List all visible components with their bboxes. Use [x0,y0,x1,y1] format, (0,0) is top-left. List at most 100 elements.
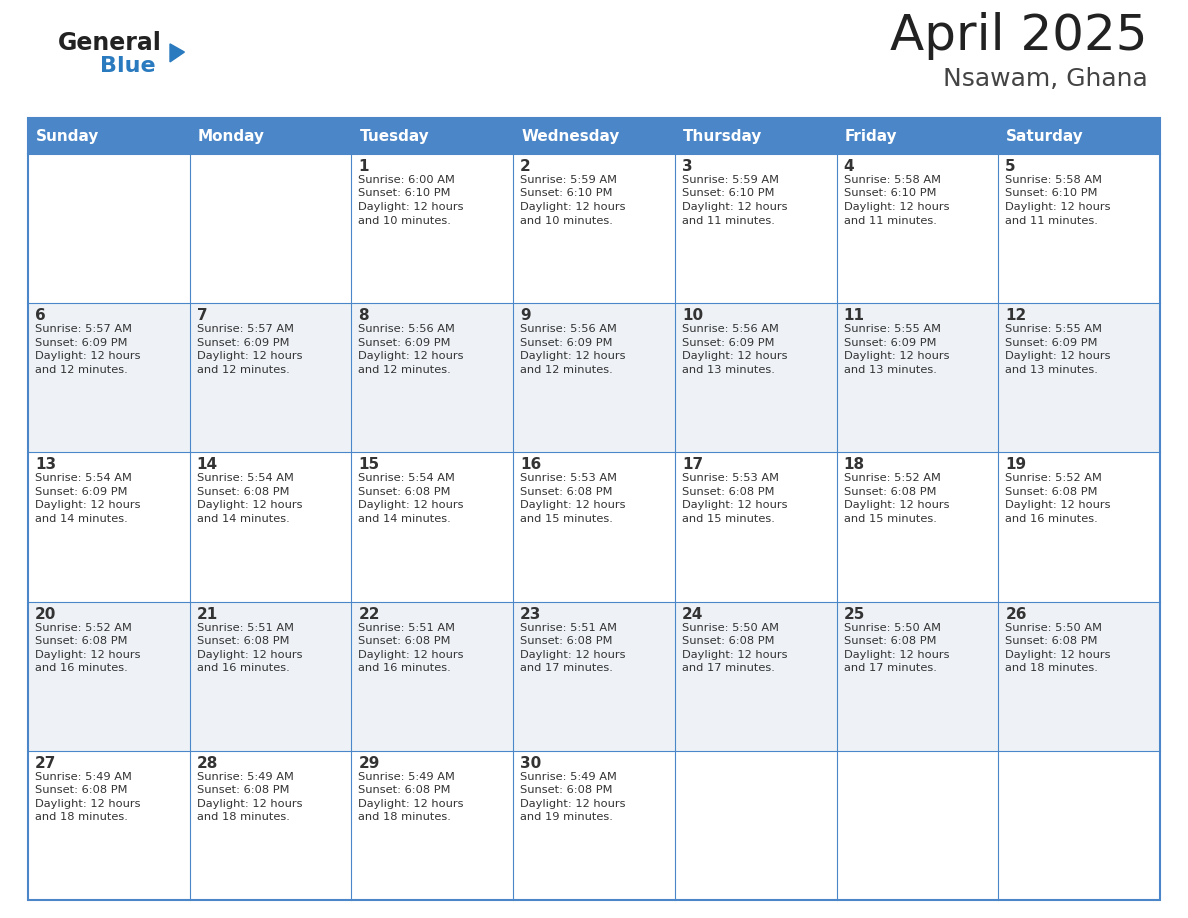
Text: Sunrise: 5:54 AM: Sunrise: 5:54 AM [197,474,293,484]
Text: Thursday: Thursday [683,129,763,143]
Text: Sunset: 6:08 PM: Sunset: 6:08 PM [1005,487,1098,497]
Text: Sunrise: 5:52 AM: Sunrise: 5:52 AM [843,474,941,484]
Text: 10: 10 [682,308,703,323]
Text: Daylight: 12 hours: Daylight: 12 hours [1005,202,1111,212]
Text: and 18 minutes.: and 18 minutes. [197,812,290,823]
Text: Daylight: 12 hours: Daylight: 12 hours [197,650,302,660]
Text: Sunrise: 5:49 AM: Sunrise: 5:49 AM [34,772,132,782]
Text: Sunrise: 5:59 AM: Sunrise: 5:59 AM [682,175,779,185]
Text: 4: 4 [843,159,854,174]
Text: General: General [58,31,162,55]
Text: 18: 18 [843,457,865,473]
Text: and 11 minutes.: and 11 minutes. [1005,216,1098,226]
Text: Sunrise: 5:59 AM: Sunrise: 5:59 AM [520,175,617,185]
Text: Sunrise: 5:55 AM: Sunrise: 5:55 AM [843,324,941,334]
Text: Sunset: 6:08 PM: Sunset: 6:08 PM [520,636,613,646]
Text: 26: 26 [1005,607,1026,621]
Text: Sunset: 6:08 PM: Sunset: 6:08 PM [682,487,775,497]
Text: Sunrise: 5:57 AM: Sunrise: 5:57 AM [34,324,132,334]
Text: Sunrise: 5:58 AM: Sunrise: 5:58 AM [843,175,941,185]
Text: 29: 29 [359,756,380,771]
Text: and 12 minutes.: and 12 minutes. [34,364,128,375]
Text: Daylight: 12 hours: Daylight: 12 hours [359,202,465,212]
Text: Sunrise: 5:54 AM: Sunrise: 5:54 AM [359,474,455,484]
Text: Daylight: 12 hours: Daylight: 12 hours [359,500,465,510]
Text: and 16 minutes.: and 16 minutes. [359,663,451,673]
Text: Sunrise: 5:57 AM: Sunrise: 5:57 AM [197,324,293,334]
Text: and 16 minutes.: and 16 minutes. [197,663,290,673]
Text: Daylight: 12 hours: Daylight: 12 hours [359,352,465,361]
Text: and 18 minutes.: and 18 minutes. [34,812,128,823]
Text: Daylight: 12 hours: Daylight: 12 hours [682,352,788,361]
Text: 19: 19 [1005,457,1026,473]
Text: and 12 minutes.: and 12 minutes. [197,364,290,375]
Text: Sunrise: 5:52 AM: Sunrise: 5:52 AM [34,622,132,633]
Text: Daylight: 12 hours: Daylight: 12 hours [520,799,626,809]
Text: and 15 minutes.: and 15 minutes. [520,514,613,524]
Text: Sunset: 6:08 PM: Sunset: 6:08 PM [843,487,936,497]
Bar [29,601,1159,751]
Text: and 14 minutes.: and 14 minutes. [197,514,290,524]
Text: Wednesday: Wednesday [522,129,619,143]
Text: Daylight: 12 hours: Daylight: 12 hours [1005,500,1111,510]
Text: Daylight: 12 hours: Daylight: 12 hours [197,500,302,510]
Text: Sunday: Sunday [36,129,100,143]
Text: 16: 16 [520,457,542,473]
Text: Tuesday: Tuesday [360,129,429,143]
Text: Daylight: 12 hours: Daylight: 12 hours [1005,650,1111,660]
Text: and 19 minutes.: and 19 minutes. [520,812,613,823]
Bar [29,154,1159,303]
Text: 8: 8 [359,308,369,323]
Text: Sunrise: 6:00 AM: Sunrise: 6:00 AM [359,175,455,185]
Text: Nsawam, Ghana: Nsawam, Ghana [943,67,1148,91]
Text: Daylight: 12 hours: Daylight: 12 hours [197,352,302,361]
Text: and 11 minutes.: and 11 minutes. [843,216,936,226]
Text: Sunset: 6:08 PM: Sunset: 6:08 PM [34,636,127,646]
Text: Sunrise: 5:50 AM: Sunrise: 5:50 AM [843,622,941,633]
Text: and 18 minutes.: and 18 minutes. [1005,663,1098,673]
Text: 27: 27 [34,756,56,771]
Text: Sunset: 6:08 PM: Sunset: 6:08 PM [682,636,775,646]
Text: 11: 11 [843,308,865,323]
Text: Sunset: 6:08 PM: Sunset: 6:08 PM [520,785,613,795]
Text: and 13 minutes.: and 13 minutes. [843,364,936,375]
Text: Sunset: 6:09 PM: Sunset: 6:09 PM [34,338,127,348]
Text: Daylight: 12 hours: Daylight: 12 hours [843,500,949,510]
Text: 15: 15 [359,457,379,473]
Text: Daylight: 12 hours: Daylight: 12 hours [520,352,626,361]
Text: Sunrise: 5:54 AM: Sunrise: 5:54 AM [34,474,132,484]
Text: Sunrise: 5:50 AM: Sunrise: 5:50 AM [1005,622,1102,633]
Text: Sunrise: 5:49 AM: Sunrise: 5:49 AM [520,772,617,782]
Text: Daylight: 12 hours: Daylight: 12 hours [843,650,949,660]
Text: Daylight: 12 hours: Daylight: 12 hours [520,202,626,212]
Text: and 10 minutes.: and 10 minutes. [359,216,451,226]
Text: 13: 13 [34,457,56,473]
Text: Sunrise: 5:52 AM: Sunrise: 5:52 AM [1005,474,1102,484]
Text: Sunset: 6:10 PM: Sunset: 6:10 PM [1005,188,1098,198]
Text: Sunset: 6:08 PM: Sunset: 6:08 PM [197,636,289,646]
Text: Daylight: 12 hours: Daylight: 12 hours [34,500,140,510]
Text: Sunset: 6:09 PM: Sunset: 6:09 PM [843,338,936,348]
Text: and 15 minutes.: and 15 minutes. [843,514,936,524]
Text: Sunrise: 5:56 AM: Sunrise: 5:56 AM [359,324,455,334]
Bar [29,751,1159,900]
Text: Sunrise: 5:49 AM: Sunrise: 5:49 AM [197,772,293,782]
Text: and 10 minutes.: and 10 minutes. [520,216,613,226]
Text: and 12 minutes.: and 12 minutes. [520,364,613,375]
Text: Sunset: 6:08 PM: Sunset: 6:08 PM [843,636,936,646]
Text: Daylight: 12 hours: Daylight: 12 hours [34,650,140,660]
Text: and 13 minutes.: and 13 minutes. [682,364,775,375]
Text: and 14 minutes.: and 14 minutes. [359,514,451,524]
Text: Sunrise: 5:56 AM: Sunrise: 5:56 AM [520,324,617,334]
Text: 12: 12 [1005,308,1026,323]
Text: Sunset: 6:08 PM: Sunset: 6:08 PM [359,487,451,497]
Text: Daylight: 12 hours: Daylight: 12 hours [682,202,788,212]
Text: 22: 22 [359,607,380,621]
Text: Daylight: 12 hours: Daylight: 12 hours [34,799,140,809]
Text: Sunrise: 5:51 AM: Sunrise: 5:51 AM [359,622,455,633]
Text: and 17 minutes.: and 17 minutes. [843,663,936,673]
Text: and 16 minutes.: and 16 minutes. [1005,514,1098,524]
Text: 25: 25 [843,607,865,621]
Text: 5: 5 [1005,159,1016,174]
Text: Sunset: 6:10 PM: Sunset: 6:10 PM [359,188,451,198]
